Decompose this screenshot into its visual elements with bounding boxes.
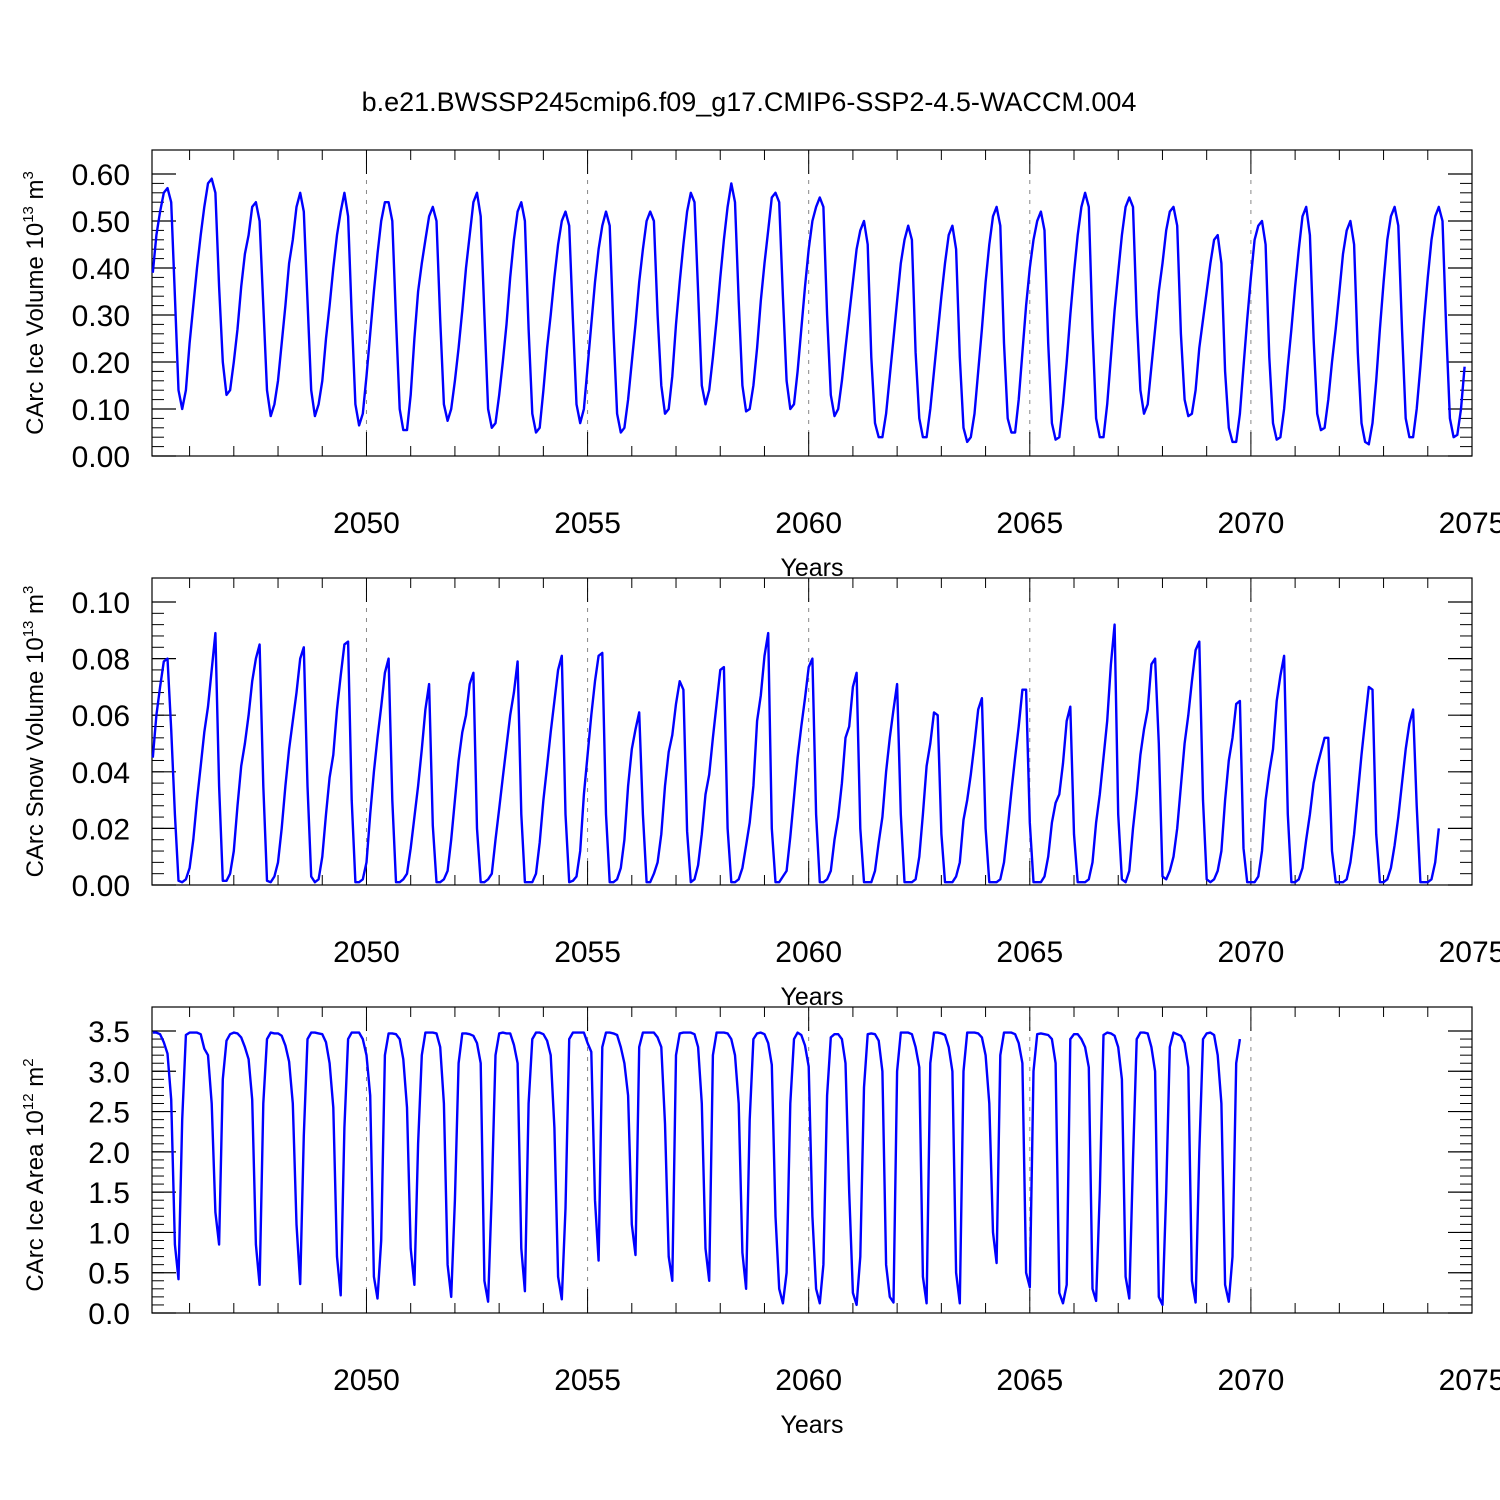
snow-volume-frame [151, 577, 1473, 886]
ice-area-y-tick-label: 1.5 [88, 1177, 130, 1210]
snow-volume-x-tick-label: 2050 [333, 936, 400, 969]
ice-volume-series-line [151, 177, 1466, 446]
ice-volume-y-tick-label: 0.30 [72, 300, 130, 333]
ice-volume-x-tick-label: 2070 [1218, 507, 1285, 540]
snow-volume-y-tick-label: 0.00 [72, 870, 130, 903]
ice-area-y-tick-label: 0.0 [88, 1298, 130, 1331]
snow-volume-y-tick-label: 0.02 [72, 813, 130, 846]
snow-volume-x-tick-label: 2060 [775, 936, 842, 969]
ice-area-y-tick-label: 1.0 [88, 1217, 130, 1250]
ice-area-x-tick-label: 2050 [333, 1364, 400, 1397]
ice-area-y-tick-label: 2.0 [88, 1137, 130, 1170]
snow-volume-y-axis-label: CArc Snow Volume 1013 m3 [20, 586, 49, 878]
ice-volume-x-tick-label: 2050 [333, 507, 400, 540]
ice-area-x-axis-label: Years [780, 1411, 843, 1439]
snow-volume-series-line [151, 623, 1440, 884]
ice-area-x-tick-label: 2070 [1218, 1364, 1285, 1397]
snow-volume-x-tick-label: 2055 [554, 936, 621, 969]
ice-area-x-tick-label: 2060 [775, 1364, 842, 1397]
snow-volume-x-axis-label: Years [780, 983, 843, 1011]
ice-area-y-axis-label: CArc Ice Area 1012 m2 [20, 1058, 49, 1291]
ice-area-x-tick-label: 2075 [1439, 1364, 1500, 1397]
ice-area-series-line [152, 1031, 1242, 1307]
ice-volume-y-tick-label: 0.00 [72, 441, 130, 474]
ice-volume-y-tick-label: 0.40 [72, 253, 130, 286]
snow-volume-y-tick-label: 0.08 [72, 644, 130, 677]
ice-volume-x-tick-label: 2060 [775, 507, 842, 540]
ice-volume-y-tick-label: 0.50 [72, 206, 130, 239]
snow-volume-x-tick-label: 2070 [1218, 936, 1285, 969]
ice-volume-panel: 0.00 0.10 0.20 0.30 0.40 0.50 0.60 2050 2055 2060… [20, 149, 1500, 582]
ice-volume-y-tick-label: 0.60 [72, 159, 130, 192]
ice-volume-y-tick-label: 0.10 [72, 394, 130, 427]
ice-area-y-tick-label: 0.5 [88, 1258, 130, 1291]
ice-area-x-tick-label: 2055 [554, 1364, 621, 1397]
ice-area-x-tick-label: 2065 [996, 1364, 1063, 1397]
snow-volume-y-tick-label: 0.10 [72, 587, 130, 620]
ice-area-y-tick-label: 2.5 [88, 1097, 130, 1130]
ice-volume-x-tick-label: 2075 [1439, 507, 1500, 540]
snow-volume-y-tick-label: 0.06 [72, 700, 130, 733]
ice-volume-x-tick-label: 2055 [554, 507, 621, 540]
ice-area-panel: 0.0 0.5 1.0 1.5 2.0 2.5 3.0 3.5 2050 2055 2060 2065… [20, 1006, 1500, 1439]
ice-volume-x-tick-label: 2065 [996, 507, 1063, 540]
snow-volume-panel: 0.00 0.02 0.04 0.06 0.08 0.10 2050 2055 2060 2065… [20, 577, 1500, 1011]
ice-area-y-tick-label: 3.5 [88, 1016, 130, 1049]
ice-volume-y-axis-label: CArc Ice Volume 1013 m3 [20, 171, 49, 435]
snow-volume-y-tick-label: 0.04 [72, 757, 130, 790]
snow-volume-x-tick-label: 2075 [1439, 936, 1500, 969]
ice-volume-x-axis-label: Years [780, 554, 843, 582]
snow-volume-x-tick-label: 2065 [996, 936, 1063, 969]
figure-title: b.e21.BWSSP245cmip6.f09_g17.CMIP6-SSP2-4… [362, 87, 1137, 117]
ice-volume-frame [151, 149, 1473, 457]
ice-area-y-tick-label: 3.0 [88, 1056, 130, 1089]
ice-volume-y-tick-label: 0.20 [72, 347, 130, 380]
